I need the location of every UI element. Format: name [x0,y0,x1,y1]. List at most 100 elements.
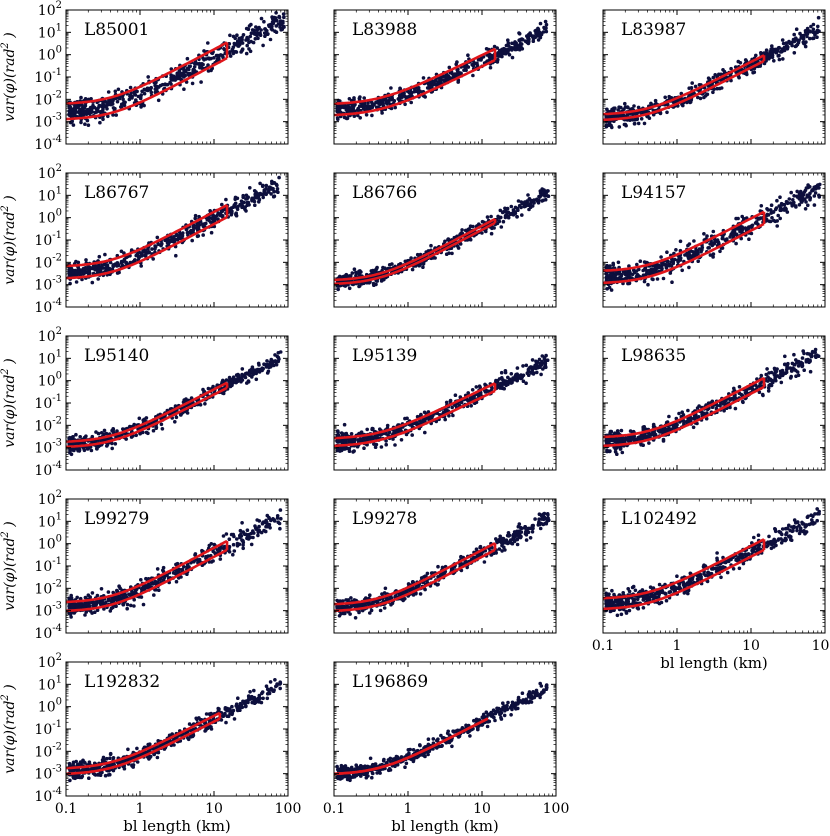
data-point [642,121,647,126]
data-point [792,39,796,44]
data-point [703,94,708,98]
data-point [227,375,232,380]
y-tick-label: 10-2 [34,89,62,108]
data-point [95,110,99,114]
data-point [84,258,88,262]
data-point [173,420,177,424]
data-point [516,199,521,203]
data-point [429,243,433,248]
data-point [111,106,116,110]
data-point [521,37,525,42]
data-point [635,272,640,277]
data-point [137,254,142,258]
data-point [133,93,138,97]
data-point [192,65,197,69]
data-point [273,353,277,357]
data-point [708,253,713,257]
data-point [228,33,232,38]
data-point [275,183,279,188]
data-point [803,44,808,49]
data-point [95,264,99,269]
data-point [357,96,362,101]
data-point [609,288,614,292]
data-point [231,34,236,39]
data-point [403,259,408,264]
data-point [639,117,644,121]
fit-lower-line [66,56,228,121]
data-point [510,55,515,60]
y-tick-label: 100 [38,45,62,64]
data-point [635,262,639,267]
data-point [439,75,444,79]
data-point [79,95,83,100]
data-point [445,74,450,79]
data-point [76,105,80,110]
data-point [257,197,262,202]
data-point [169,82,173,86]
data-point [198,64,202,69]
data-point [772,218,776,223]
data-point [611,277,615,282]
y-tick-label: 10-4 [34,297,62,316]
data-point [803,188,808,193]
data-point [770,216,774,220]
data-point [146,75,150,79]
data-point [249,368,253,373]
data-point [687,265,691,270]
data-point [153,244,157,248]
data-point [728,73,733,77]
data-point [96,277,100,281]
data-point [154,426,158,431]
data-point [527,197,532,201]
data-point [236,373,240,378]
data-point [805,194,810,199]
data-point [498,208,503,213]
data-point [156,98,161,103]
data-point [97,254,102,259]
data-point [622,122,627,127]
data-point [471,73,475,78]
data-point [231,51,236,56]
data-point [208,220,213,224]
data-point [89,266,93,270]
data-point [816,24,820,29]
data-point [90,106,94,111]
data-point [203,402,207,406]
data-point [625,105,630,109]
data-point [342,422,347,427]
data-point [78,435,82,439]
data-point [780,38,785,42]
data-point [224,197,228,202]
data-point [467,227,472,231]
data-point [268,37,273,42]
data-point [697,83,702,87]
data-point [262,362,266,367]
data-point [140,89,144,94]
data-point [206,41,210,45]
data-point [238,37,242,41]
data-point [102,103,106,107]
y-tick-label: 100 [38,208,62,227]
data-point [350,271,355,275]
data-point [801,40,806,45]
data-point [236,376,240,381]
data-point [393,105,398,110]
data-point [158,83,163,88]
fit-lower-line [334,221,496,286]
data-point [446,237,451,241]
data-point [678,239,683,244]
data-point [817,186,821,190]
data-point [680,268,684,273]
data-point [794,205,798,209]
data-point [256,36,260,41]
data-point [627,274,631,278]
data-point [532,201,536,205]
data-point [103,252,107,257]
data-point [665,110,669,115]
data-point [254,377,259,382]
data-point [528,201,533,206]
data-point [628,118,632,122]
data-point [347,97,352,101]
data-point [451,413,455,418]
data-point [142,91,147,96]
